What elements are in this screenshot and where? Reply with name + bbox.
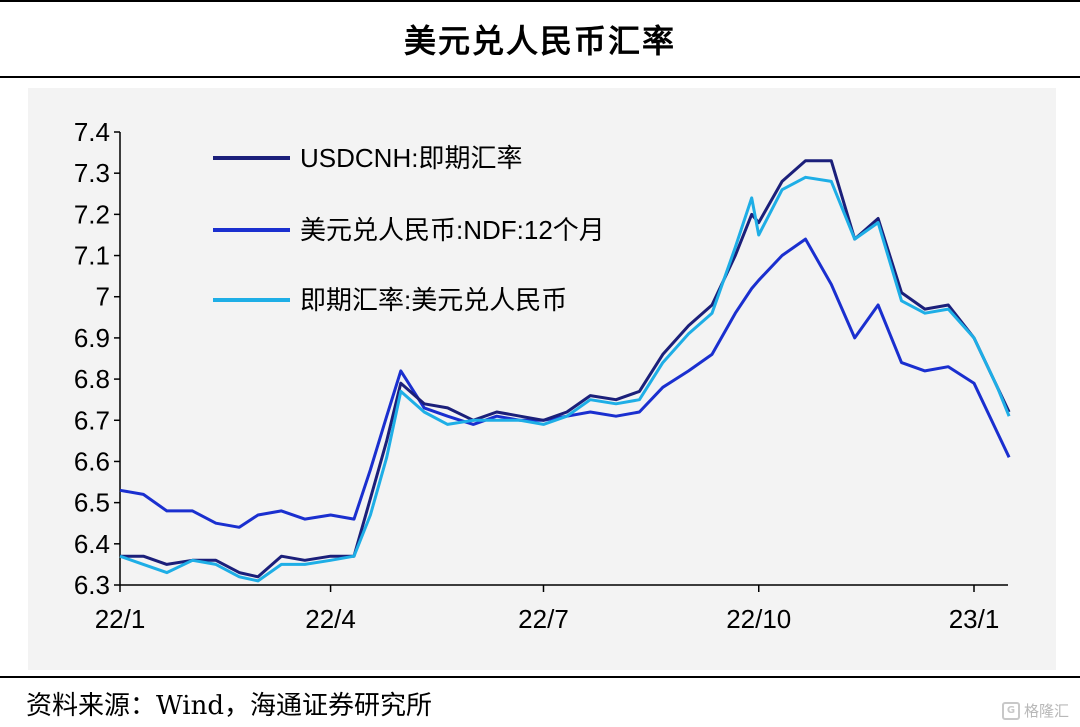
y-tick-label: 7 [96, 282, 110, 312]
x-tick-label: 23/1 [949, 604, 1000, 634]
watermark-logo-icon: G [1002, 701, 1020, 720]
legend-label-spot: 即期汇率:美元兑人民币 [300, 285, 567, 315]
y-tick-label: 6.9 [74, 323, 110, 353]
y-tick-label: 6.6 [74, 446, 110, 476]
page-title: 美元兑人民币汇率 [403, 22, 676, 60]
series-line-ndf [119, 237, 1011, 529]
y-tick-label: 7.3 [74, 158, 110, 188]
exchange-rate-chart: 7.4 7.3 7.2 7.1 7 6.9 6.8 6.7 6.6 6.5 6.4 6.3 22/1 22… [74, 117, 1011, 634]
watermark: G 格隆汇 [1002, 700, 1069, 721]
y-tick-label: 6.7 [74, 405, 110, 435]
y-tick-label: 6.8 [74, 364, 110, 394]
y-tick-label: 7.1 [74, 241, 110, 271]
legend-label-ndf: 美元兑人民币:NDF:12个月 [300, 215, 605, 245]
bottom-divider [0, 676, 1080, 678]
y-tick-label: 6.5 [74, 488, 110, 518]
x-tick-label: 22/10 [726, 604, 791, 634]
y-tick-label: 7.2 [74, 199, 110, 229]
x-tick-label: 22/4 [305, 604, 356, 634]
legend-label-usdcnh: USDCNH:即期汇率 [300, 143, 522, 173]
y-tick-label: 6.4 [74, 529, 110, 559]
source-note: 资料来源：Wind，海通证券研究所 [26, 691, 432, 721]
title-bar: 美元兑人民币汇率 [0, 0, 1080, 78]
y-tick-label: 7.4 [74, 117, 110, 147]
y-tick-label: 6.3 [74, 570, 110, 600]
x-tick-label: 22/1 [95, 604, 146, 634]
watermark-text: 格隆汇 [1024, 702, 1070, 720]
series-line-spot [119, 175, 1011, 583]
x-tick-label: 22/7 [518, 604, 569, 634]
chart-panel: 7.4 7.3 7.2 7.1 7 6.9 6.8 6.7 6.6 6.5 6.4 6.3 22/1 22… [28, 88, 1056, 670]
